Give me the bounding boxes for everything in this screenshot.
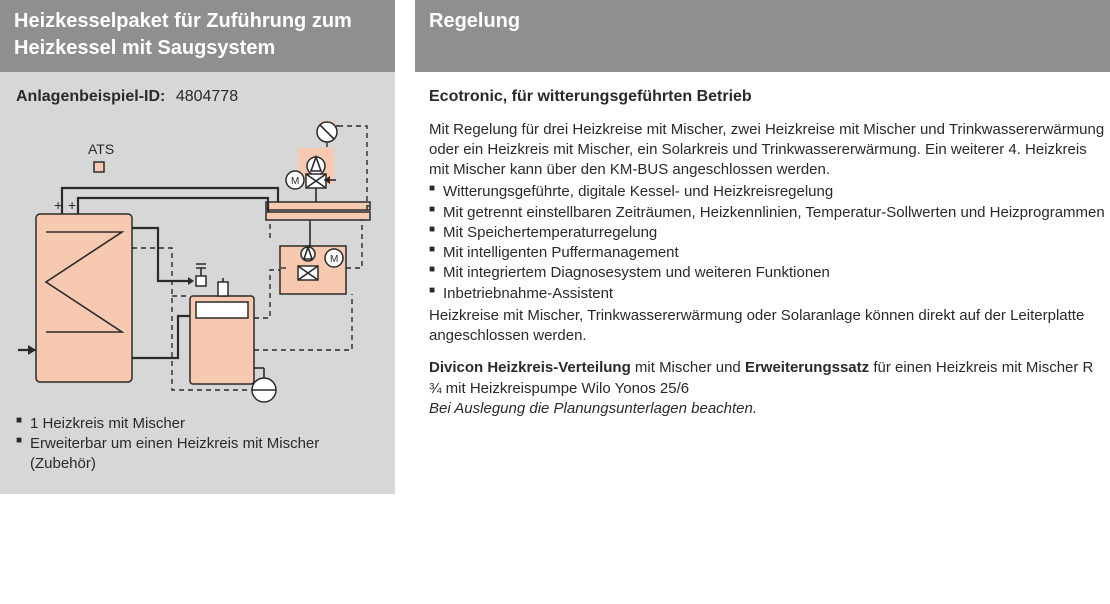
list-item: 1 Heizkreis mit Mischer [16, 414, 379, 434]
right-subtitle: Ecotronic, für witterungsgeführten Betri… [429, 86, 1110, 108]
right-panel: Ecotronic, für witterungsgeführten Betri… [415, 72, 1110, 494]
example-id-line: Anlagenbeispiel-ID: 4804778 [16, 86, 379, 108]
after-bullets-paragraph: Heizkreise mit Mischer, Trinkwassererwär… [429, 306, 1110, 347]
ats-icon [94, 162, 104, 172]
list-item: Erweiterbar um einen Heizkreis mit Misch… [16, 434, 379, 475]
list-item: Mit Speichertemperaturregelung [429, 223, 1110, 243]
bullet-text: Mit integriertem Diagnosesystem und weit… [443, 264, 830, 281]
bullet-text: Mit intelligenten Puffermanagement [443, 244, 679, 261]
list-item: Mit integriertem Diagnosesystem und weit… [429, 263, 1110, 283]
bullet-text: Inbetriebnahme-Assistent [443, 285, 613, 302]
bullet-text: Witterungsgeführte, digitale Kessel- und… [443, 183, 833, 200]
intro-paragraph: Mit Regelung für drei Heizkreise mit Mis… [429, 120, 1110, 181]
example-id-value: 4804778 [176, 88, 238, 105]
bullet-text: Mit Speichertemperaturregelung [443, 224, 657, 241]
divicon-mid: mit Mischer und [631, 359, 745, 376]
planning-note: Bei Auslegung die Planungsunterlagen bea… [429, 399, 1110, 419]
bullet-text: Erweiterbar um einen Heizkreis mit Misch… [30, 435, 319, 472]
ats-label: ATS [88, 141, 114, 157]
left-bullet-list: 1 Heizkreis mit Mischer Erweiterbar um e… [16, 414, 379, 475]
left-header: Heizkesselpaket für Zuführung zum Heizke… [0, 0, 395, 72]
list-item: Inbetriebnahme-Assistent [429, 284, 1110, 304]
example-id-label: Anlagenbeispiel-ID: [16, 88, 165, 105]
list-item: Mit intelligenten Puffermanagement [429, 243, 1110, 263]
svg-text:+: + [68, 197, 76, 213]
left-header-text: Heizkesselpaket für Zuführung zum Heizke… [14, 8, 381, 62]
divicon-paragraph: Divicon Heizkreis-Verteilung mit Mischer… [429, 358, 1110, 399]
svg-text:M: M [291, 176, 299, 187]
bullet-text: Mit getrennt einstellbaren Zeiträumen, H… [443, 204, 1105, 221]
right-bullet-list: Witterungsgeführte, digitale Kessel- und… [429, 182, 1110, 304]
divicon-bold-1: Divicon Heizkreis-Verteilung [429, 359, 631, 376]
page-root: Heizkesselpaket für Zuführung zum Heizke… [0, 0, 1110, 494]
left-panel: Anlagenbeispiel-ID: 4804778 ATS [0, 72, 395, 494]
list-item: Mit getrennt einstellbaren Zeiträumen, H… [429, 203, 1110, 223]
right-header-text: Regelung [429, 8, 520, 35]
list-item: Witterungsgeführte, digitale Kessel- und… [429, 182, 1110, 202]
svg-text:M: M [330, 254, 338, 265]
divicon-bold-2: Erweiterungssatz [745, 359, 869, 376]
bullet-text: 1 Heizkreis mit Mischer [30, 415, 185, 432]
right-header: Regelung [415, 0, 1110, 72]
system-diagram: ATS M [18, 118, 378, 408]
